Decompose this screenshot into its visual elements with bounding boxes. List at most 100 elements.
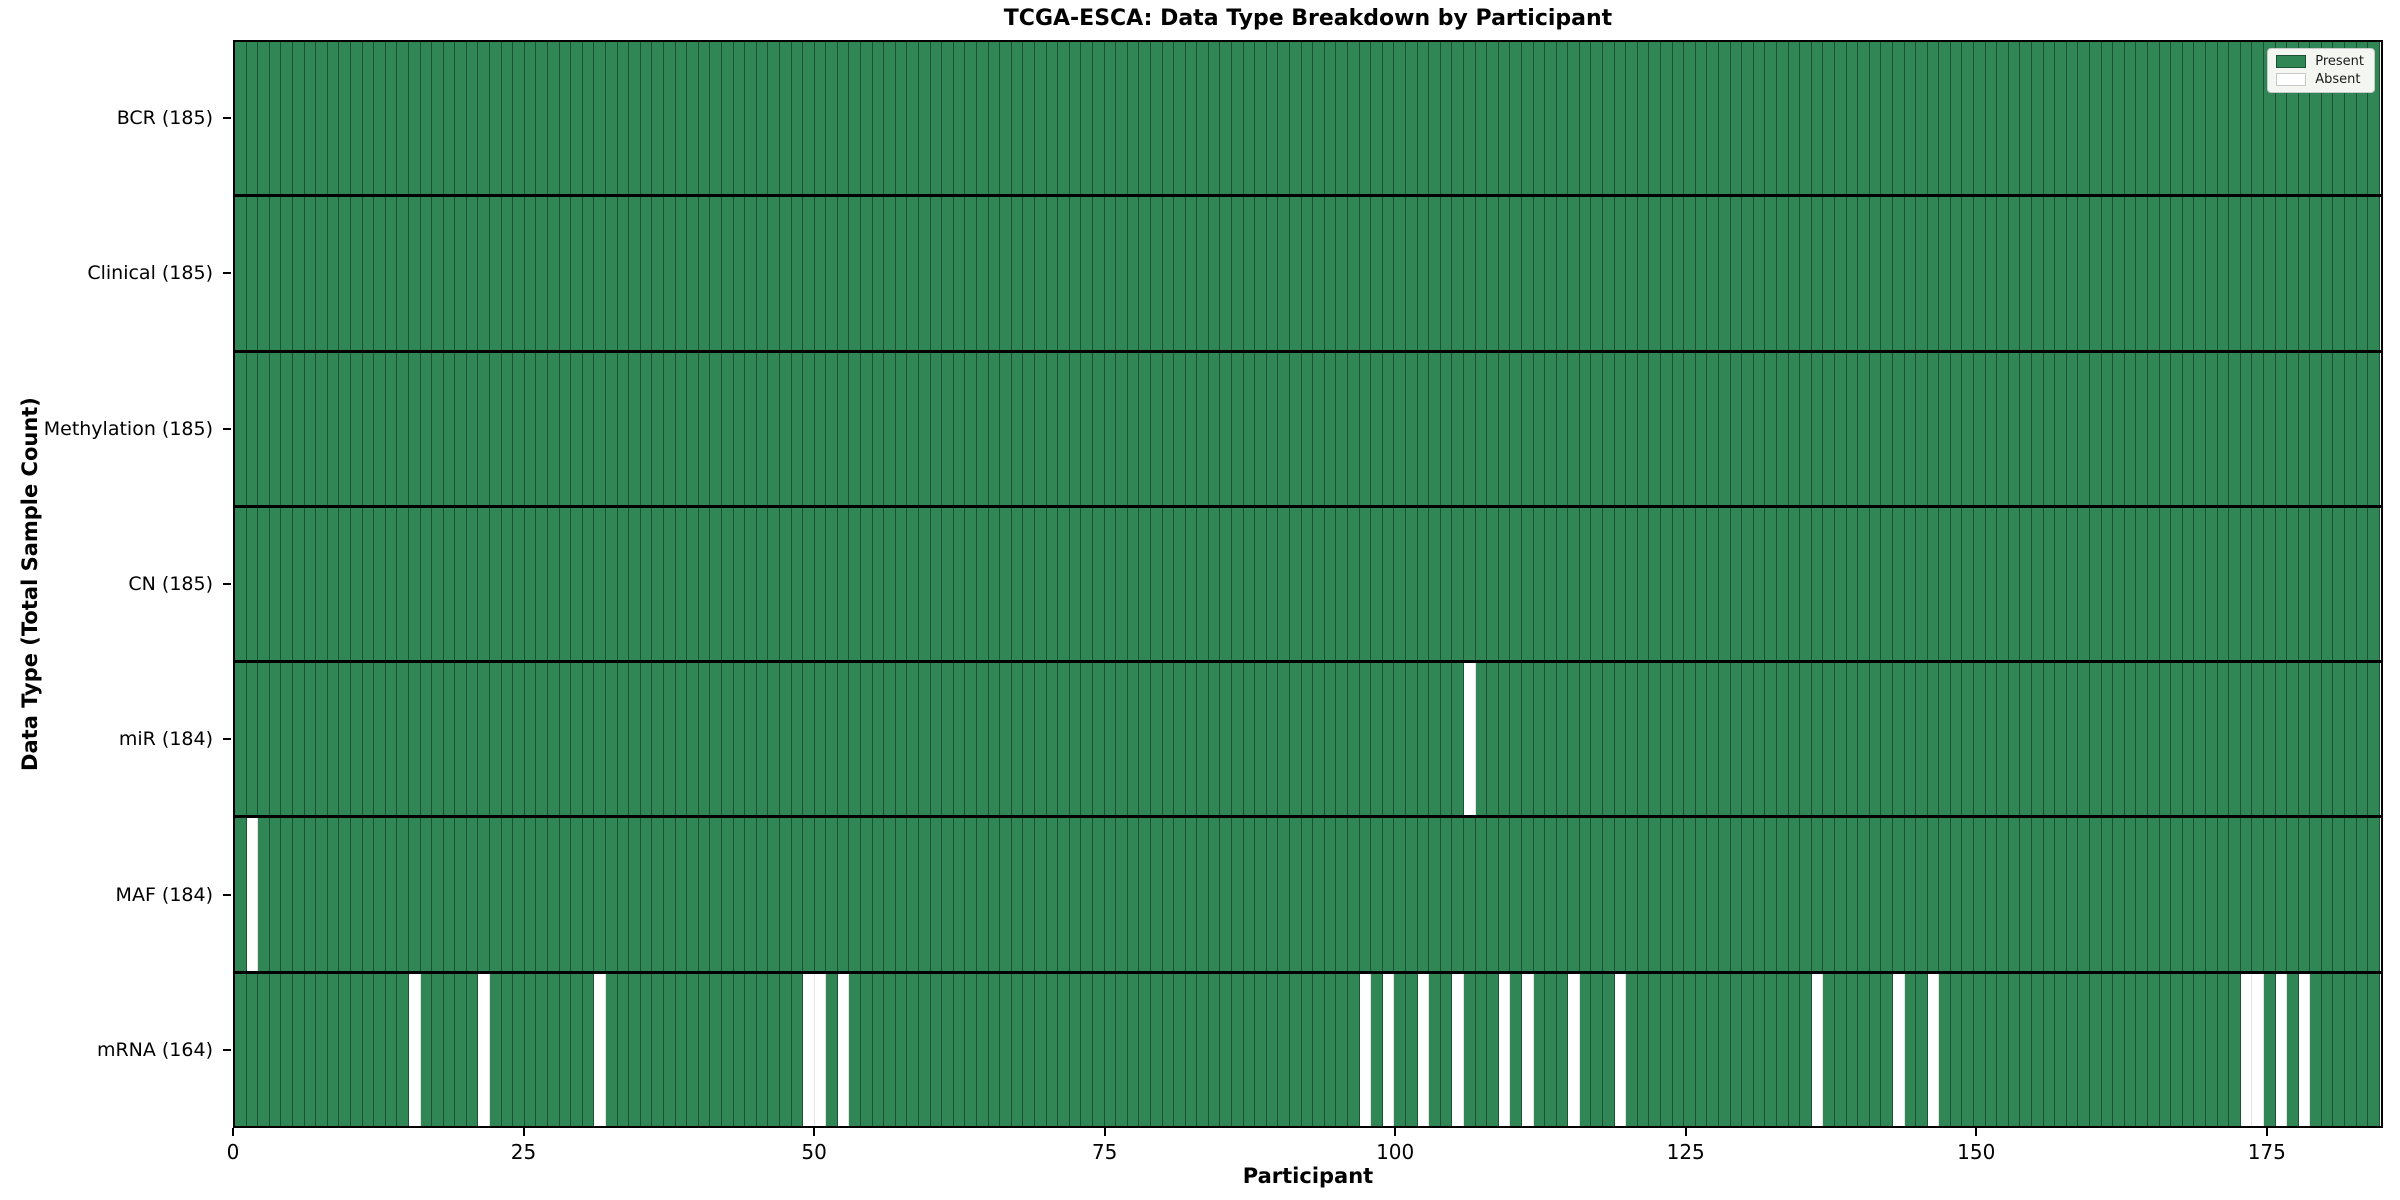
matrix-cell	[606, 352, 618, 505]
matrix-cell	[1788, 818, 1801, 971]
matrix-cell	[1776, 507, 1789, 661]
matrix-cell	[513, 507, 525, 661]
matrix-cell	[1150, 973, 1163, 1126]
matrix-cell	[2217, 663, 2230, 816]
matrix-cell	[1313, 507, 1325, 661]
matrix-cell	[1591, 818, 1604, 971]
matrix-cell	[1579, 973, 1592, 1126]
x-tick-mark	[1975, 1128, 1978, 1136]
matrix-cell	[246, 818, 259, 971]
matrix-cell	[1243, 663, 1256, 816]
matrix-cell	[895, 352, 908, 505]
matrix-cell	[1985, 352, 1998, 505]
matrix-cell	[826, 507, 838, 661]
matrix-cell	[1962, 818, 1975, 971]
matrix-cell	[1452, 973, 1464, 1126]
matrix-cell	[304, 507, 317, 661]
matrix-cell	[1266, 507, 1279, 661]
matrix-cell	[2298, 197, 2311, 350]
matrix-cell	[1371, 507, 1383, 661]
matrix-cell	[1243, 818, 1256, 971]
matrix-cell	[1092, 663, 1105, 816]
matrix-cell	[1765, 352, 1777, 505]
matrix-cell	[559, 352, 572, 505]
chart-title: TCGA-ESCA: Data Type Breakdown by Partic…	[1003, 6, 1613, 31]
matrix-cell	[988, 352, 1001, 505]
matrix-cell	[1058, 352, 1070, 505]
matrix-cell	[292, 507, 305, 661]
matrix-cell	[837, 507, 850, 661]
matrix-cell	[1232, 352, 1244, 505]
matrix-cell	[988, 42, 1001, 195]
matrix-cell	[292, 42, 305, 195]
matrix-cell	[1962, 352, 1975, 505]
matrix-cell	[1220, 663, 1233, 816]
x-tick-mark	[2265, 1128, 2268, 1136]
matrix-cell	[1487, 352, 1499, 505]
matrix-cell	[2147, 973, 2160, 1126]
matrix-cell	[2101, 818, 2114, 971]
matrix-cell	[629, 507, 641, 661]
matrix-cell	[1742, 352, 1754, 505]
matrix-cell	[687, 663, 699, 816]
matrix-cell	[1208, 507, 1221, 661]
matrix-cell	[2043, 663, 2056, 816]
matrix-cell	[1788, 352, 1801, 505]
matrix-cell	[1475, 352, 1488, 505]
matrix-cell	[768, 42, 780, 195]
matrix-cell	[2147, 663, 2160, 816]
matrix-cell	[1382, 507, 1395, 661]
matrix-cell	[2032, 507, 2044, 661]
matrix-cell	[1150, 352, 1163, 505]
matrix-cell	[258, 197, 270, 350]
matrix-cell	[884, 818, 896, 971]
matrix-cell	[2113, 197, 2125, 350]
matrix-cell	[1011, 818, 1024, 971]
legend-swatch-absent	[2276, 73, 2307, 86]
matrix-cell	[1023, 973, 1035, 1126]
matrix-cell	[2055, 197, 2067, 350]
matrix-cell	[2287, 663, 2299, 816]
matrix-cell	[408, 818, 421, 971]
matrix-cell	[478, 973, 491, 1126]
matrix-cell	[443, 663, 456, 816]
matrix-cell	[1811, 973, 1824, 1126]
matrix-cell	[571, 818, 583, 971]
matrix-cell	[861, 507, 873, 661]
matrix-cell	[1034, 197, 1047, 350]
matrix-cell	[745, 197, 757, 350]
matrix-cell	[1881, 197, 1893, 350]
matrix-cell	[884, 507, 896, 661]
matrix-cell	[1521, 663, 1534, 816]
matrix-cell	[258, 818, 270, 971]
matrix-cell	[1023, 507, 1035, 661]
matrix-cell	[1568, 973, 1580, 1126]
matrix-cell	[443, 42, 456, 195]
matrix-cell	[1278, 197, 1291, 350]
matrix-cell	[1197, 197, 1209, 350]
matrix-cell	[1313, 197, 1325, 350]
matrix-cell	[420, 663, 433, 816]
matrix-cell	[1603, 352, 1615, 505]
matrix-cell	[1069, 973, 1082, 1126]
matrix-cell	[837, 42, 850, 195]
matrix-cell	[1834, 42, 1847, 195]
matrix-cell	[2356, 197, 2369, 350]
matrix-cell	[1313, 42, 1325, 195]
matrix-cell	[1753, 507, 1766, 661]
matrix-cell	[2275, 507, 2288, 661]
matrix-cell	[1104, 42, 1117, 195]
matrix-cell	[1046, 663, 1059, 816]
matrix-cell	[1498, 818, 1511, 971]
matrix-cell	[733, 352, 746, 505]
matrix-cell	[652, 42, 664, 195]
matrix-cell	[1997, 197, 2009, 350]
matrix-cell	[733, 973, 746, 1126]
matrix-cell	[269, 818, 282, 971]
matrix-cell	[1869, 818, 1882, 971]
matrix-cell	[1463, 352, 1476, 505]
matrix-cell	[1359, 42, 1372, 195]
matrix-cell	[1591, 973, 1604, 1126]
matrix-cell	[1695, 352, 1708, 505]
matrix-cell	[1092, 818, 1105, 971]
